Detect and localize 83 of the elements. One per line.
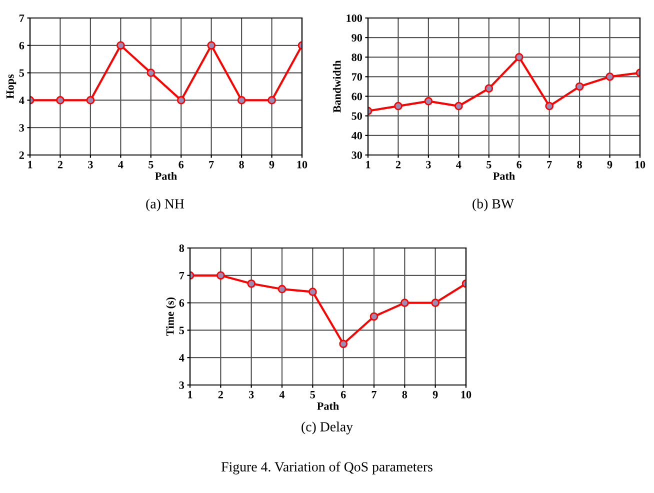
x-tick-label: 5 [148,160,154,168]
point [484,84,494,93]
y-axis-title: Hops [6,74,16,99]
y-tick-label: 4 [19,96,24,104]
y-tick-label: 80 [352,54,362,62]
y-tick-label: 2 [19,151,24,159]
x-tick-label: 2 [218,390,223,398]
x-tick-label: 9 [607,160,612,168]
x-tick-label: 5 [310,390,316,398]
x-tick-label: 10 [461,390,472,398]
point [278,284,286,294]
x-tick-label: 7 [209,160,214,168]
x-tick-label: 3 [426,160,431,168]
x-tick-label: 3 [248,390,254,398]
x-tick-label: 7 [372,390,377,398]
y-tick-label: 8 [179,244,184,252]
y-axis-title: Time (s) [166,297,176,336]
x-tick-label: 8 [402,390,408,398]
y-tick-label: 70 [352,73,362,81]
y-tick-label: 50 [352,112,362,120]
x-tick-label: 7 [547,160,552,168]
point [247,279,256,288]
point [207,41,216,50]
point [86,96,95,104]
point [308,288,317,296]
point [146,68,156,77]
x-tick-label: 2 [58,160,63,168]
y-tick-label: 6 [179,299,184,307]
x-axis-title: Path [155,172,177,180]
point [370,312,378,321]
x-tick-label: 10 [635,160,646,168]
text: (c) Delay [302,422,353,434]
y-tick-label: 90 [352,34,362,42]
point [394,102,402,110]
x-tick-label: 8 [577,160,582,168]
text: (b) BW [472,198,514,212]
y-tick-label: 5 [19,69,24,77]
y-tick-label: 3 [19,124,24,132]
point [268,96,276,104]
x-tick-label: 4 [279,390,285,398]
x-tick-label: 1 [188,390,192,398]
y-tick-label: 3 [179,381,184,389]
point [545,102,554,110]
x-tick-label: 9 [432,390,438,398]
caption: Figure 4. Variation of QoS parameters [221,462,432,474]
text: (a) NH [146,198,184,212]
x-tick-label: 8 [239,160,244,168]
y-tick-label: 100 [346,14,362,22]
point [431,298,440,307]
x-tick-label: 5 [486,160,492,168]
point [176,96,186,104]
y-tick-label: 6 [19,42,24,50]
y-tick-label: 40 [351,132,362,140]
x-tick-label: 4 [456,160,462,168]
y-axis-title: Bandwidth [332,60,341,113]
point [216,271,225,280]
y-tick-label: 60 [352,92,362,100]
y-tick-label: 5 [179,326,184,334]
x-tick-label: 3 [88,160,93,168]
point [400,298,409,307]
y-tick-label: 30 [352,151,362,159]
x-tick-label: 10 [297,160,308,168]
point [514,52,524,62]
point [56,96,64,104]
x-tick-label: 4 [118,160,124,168]
x-tick-label: 2 [396,160,401,168]
point [424,97,433,106]
y-tick-label: 4 [179,354,184,362]
x-axis-title: Path [317,402,339,410]
point [116,41,125,50]
x-tick-label: 6 [340,390,346,398]
x-tick-label: 1 [366,160,370,168]
y-tick-label: 7 [20,14,24,22]
point [606,72,614,81]
point [454,102,463,110]
y-tick-label: 7 [180,272,184,280]
x-tick-label: 6 [516,160,522,168]
point [339,340,348,348]
point [575,82,584,91]
x-tick-label: 1 [28,160,32,168]
x-tick-label: 9 [269,160,274,168]
x-axis-title: Path [493,172,515,180]
point [237,96,246,104]
